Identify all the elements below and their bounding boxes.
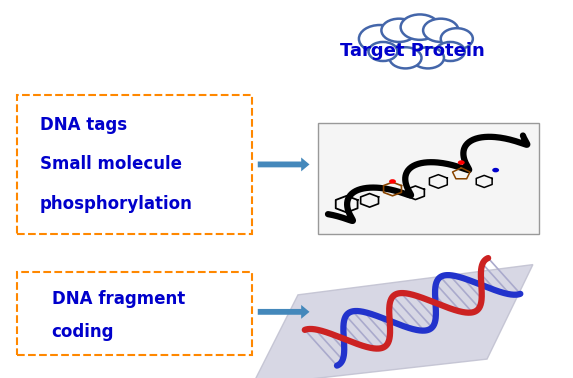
Circle shape [401, 14, 439, 40]
Circle shape [458, 160, 465, 165]
Circle shape [436, 42, 465, 61]
Circle shape [441, 28, 473, 50]
Circle shape [368, 42, 398, 61]
Circle shape [359, 25, 401, 53]
Text: phosphorylation: phosphorylation [40, 195, 193, 212]
Circle shape [382, 19, 417, 42]
Circle shape [492, 168, 499, 172]
Circle shape [390, 47, 422, 68]
FancyBboxPatch shape [318, 123, 539, 234]
Circle shape [389, 179, 396, 184]
Text: coding: coding [52, 323, 114, 341]
Circle shape [412, 47, 444, 68]
Text: Small molecule: Small molecule [40, 155, 182, 174]
Text: DNA tags: DNA tags [40, 116, 127, 134]
Text: Target Protein: Target Protein [340, 42, 485, 60]
Circle shape [423, 19, 458, 42]
Text: DNA fragment: DNA fragment [52, 290, 185, 308]
Polygon shape [252, 265, 533, 378]
